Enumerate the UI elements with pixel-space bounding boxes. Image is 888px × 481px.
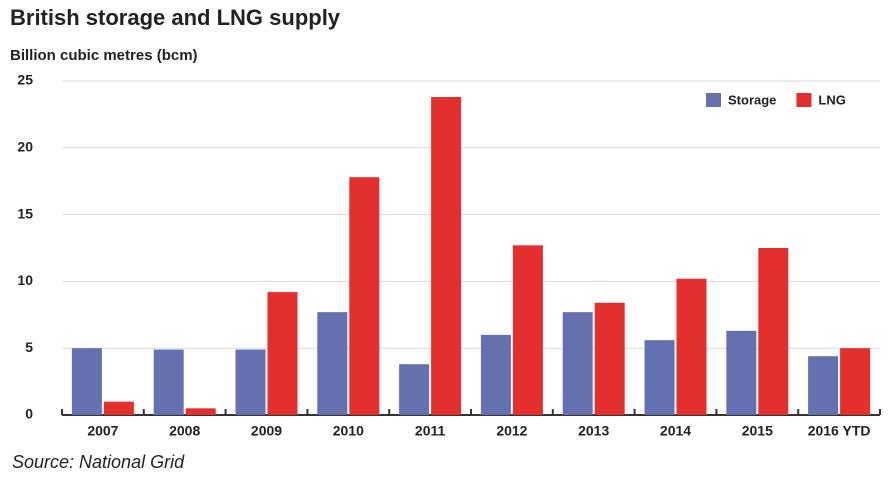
- x-tick-label: 2009: [251, 423, 282, 439]
- bar: [103, 401, 134, 415]
- legend-swatch: [796, 93, 812, 107]
- legend-label: Storage: [728, 92, 776, 107]
- y-tick-label: 0: [25, 406, 33, 422]
- legend-label: LNG: [818, 92, 845, 107]
- bar: [185, 408, 216, 415]
- x-tick-label: 2011: [415, 423, 446, 439]
- bar: [594, 302, 625, 415]
- bar: [808, 356, 839, 415]
- y-tick-label: 25: [17, 72, 33, 88]
- x-tick-label: 2014: [660, 423, 691, 439]
- x-tick-label: 2012: [496, 423, 527, 439]
- y-tick-label: 10: [17, 272, 33, 288]
- y-tick-label: 20: [17, 139, 33, 155]
- bar: [349, 177, 380, 415]
- bar: [562, 312, 593, 415]
- bar: [399, 364, 430, 415]
- bar: [480, 334, 511, 415]
- bar: [758, 248, 789, 415]
- bar: [512, 245, 543, 415]
- bar: [235, 349, 266, 415]
- chart-subtitle: Billion cubic metres (bcm): [10, 47, 198, 64]
- x-tick-label: 2007: [87, 423, 118, 439]
- y-tick-label: 15: [17, 205, 33, 221]
- bar: [317, 312, 348, 415]
- bar: [71, 348, 102, 415]
- x-tick-label: 2010: [333, 423, 364, 439]
- bar: [267, 292, 298, 415]
- legend-swatch: [706, 93, 721, 107]
- chart-title: British storage and LNG supply: [10, 5, 341, 30]
- y-tick-label: 5: [25, 339, 33, 355]
- bar: [153, 349, 184, 415]
- bar: [431, 97, 462, 416]
- x-tick-label: 2008: [169, 423, 200, 439]
- x-tick-label: 2013: [578, 423, 609, 439]
- source-note: Source: National Grid: [12, 452, 185, 472]
- bar: [676, 278, 707, 415]
- x-tick-label: 2015: [742, 423, 773, 439]
- bar: [644, 340, 675, 415]
- bar: [840, 348, 871, 415]
- bar: [726, 330, 757, 415]
- x-tick-label: 2016 YTD: [808, 423, 871, 439]
